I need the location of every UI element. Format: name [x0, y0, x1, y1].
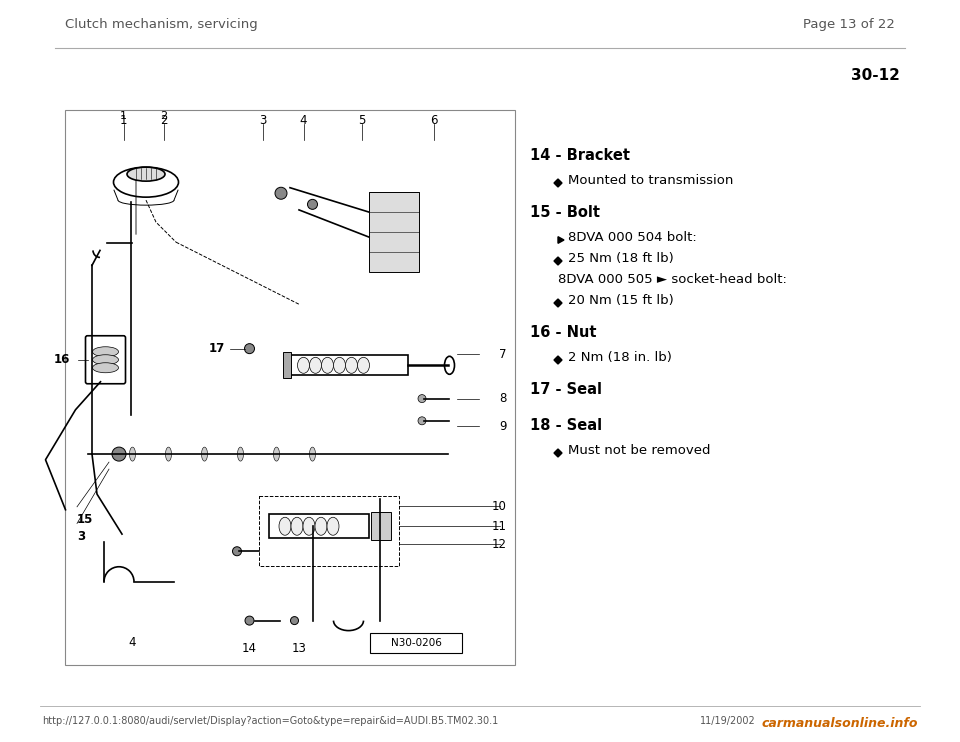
Ellipse shape	[127, 167, 165, 181]
Text: 3: 3	[77, 530, 85, 542]
Text: 2: 2	[160, 111, 168, 121]
FancyBboxPatch shape	[370, 633, 462, 652]
Text: 6: 6	[430, 114, 438, 127]
Text: Mounted to transmission: Mounted to transmission	[568, 174, 733, 187]
Text: 1: 1	[120, 111, 127, 121]
Bar	[371, 512, 391, 540]
Ellipse shape	[291, 517, 303, 535]
Ellipse shape	[315, 517, 327, 535]
Text: 17: 17	[208, 342, 225, 355]
Text: 8DVA 000 504 bolt:: 8DVA 000 504 bolt:	[568, 231, 697, 244]
Bar	[369, 192, 419, 272]
Ellipse shape	[92, 355, 118, 365]
Text: 25 Nm (18 ft lb): 25 Nm (18 ft lb)	[568, 252, 674, 265]
Text: 18 - Seal: 18 - Seal	[530, 418, 602, 433]
Text: 16: 16	[54, 353, 70, 367]
Ellipse shape	[291, 617, 299, 625]
Ellipse shape	[113, 167, 179, 197]
Polygon shape	[558, 237, 564, 243]
Ellipse shape	[346, 358, 357, 373]
Text: 14 - Bracket: 14 - Bracket	[530, 148, 630, 163]
Text: 12: 12	[492, 538, 507, 551]
Text: carmanualsonline.info: carmanualsonline.info	[761, 717, 918, 730]
Bar	[282, 352, 291, 378]
Text: 30-12: 30-12	[852, 68, 900, 83]
Text: 1: 1	[120, 114, 128, 127]
Text: 14: 14	[242, 642, 257, 655]
Ellipse shape	[92, 347, 118, 357]
Ellipse shape	[303, 517, 315, 535]
Text: 3: 3	[259, 114, 267, 127]
Ellipse shape	[444, 356, 454, 374]
Ellipse shape	[92, 363, 118, 372]
Ellipse shape	[333, 358, 346, 373]
Text: N30-0206: N30-0206	[391, 637, 442, 648]
Text: 15 - Bolt: 15 - Bolt	[530, 205, 600, 220]
Text: 15: 15	[77, 513, 93, 526]
Circle shape	[112, 447, 126, 461]
Polygon shape	[554, 449, 562, 457]
Text: 7: 7	[499, 348, 507, 361]
Circle shape	[245, 344, 254, 354]
Text: 4: 4	[300, 114, 307, 127]
Text: 9: 9	[499, 420, 507, 433]
Ellipse shape	[309, 358, 322, 373]
Text: Page 13 of 22: Page 13 of 22	[804, 18, 895, 31]
FancyBboxPatch shape	[85, 335, 126, 384]
Text: Must not be removed: Must not be removed	[568, 444, 710, 457]
Ellipse shape	[418, 395, 426, 403]
Text: http://127.0.0.1:8080/audi/servlet/Display?action=Goto&type=repair&id=AUDI.B5.TM: http://127.0.0.1:8080/audi/servlet/Displ…	[42, 716, 498, 726]
Ellipse shape	[418, 417, 426, 425]
Bar	[287, 355, 407, 375]
Ellipse shape	[245, 616, 254, 625]
Text: Clutch mechanism, servicing: Clutch mechanism, servicing	[65, 18, 257, 31]
Text: 20 Nm (15 ft lb): 20 Nm (15 ft lb)	[568, 294, 674, 307]
Text: 11: 11	[492, 519, 507, 533]
Polygon shape	[554, 179, 562, 187]
Ellipse shape	[279, 517, 291, 535]
Text: 8DVA 000 505 ► socket-head bolt:: 8DVA 000 505 ► socket-head bolt:	[558, 273, 787, 286]
Ellipse shape	[327, 517, 339, 535]
Circle shape	[275, 187, 287, 200]
Polygon shape	[554, 299, 562, 307]
Text: 17 - Seal: 17 - Seal	[530, 382, 602, 397]
Polygon shape	[554, 257, 562, 265]
Circle shape	[307, 200, 318, 209]
Text: 16 - Nut: 16 - Nut	[530, 325, 596, 340]
Text: 2 Nm (18 in. lb): 2 Nm (18 in. lb)	[568, 351, 672, 364]
Ellipse shape	[357, 358, 370, 373]
Ellipse shape	[309, 447, 316, 461]
Polygon shape	[554, 356, 562, 364]
Ellipse shape	[298, 358, 309, 373]
Bar	[65, 110, 515, 665]
Bar	[269, 514, 369, 538]
Bar	[259, 496, 399, 566]
Ellipse shape	[232, 547, 242, 556]
Ellipse shape	[130, 447, 135, 461]
Ellipse shape	[237, 447, 244, 461]
Text: 13: 13	[292, 642, 306, 655]
Text: 11/19/2002: 11/19/2002	[700, 716, 756, 726]
Text: 10: 10	[492, 500, 507, 513]
Text: 5: 5	[358, 114, 366, 127]
Ellipse shape	[165, 447, 172, 461]
Ellipse shape	[274, 447, 279, 461]
Ellipse shape	[322, 358, 333, 373]
Text: 8: 8	[499, 392, 507, 405]
Ellipse shape	[202, 447, 207, 461]
Text: 4: 4	[129, 637, 136, 649]
Text: 2: 2	[160, 114, 168, 127]
